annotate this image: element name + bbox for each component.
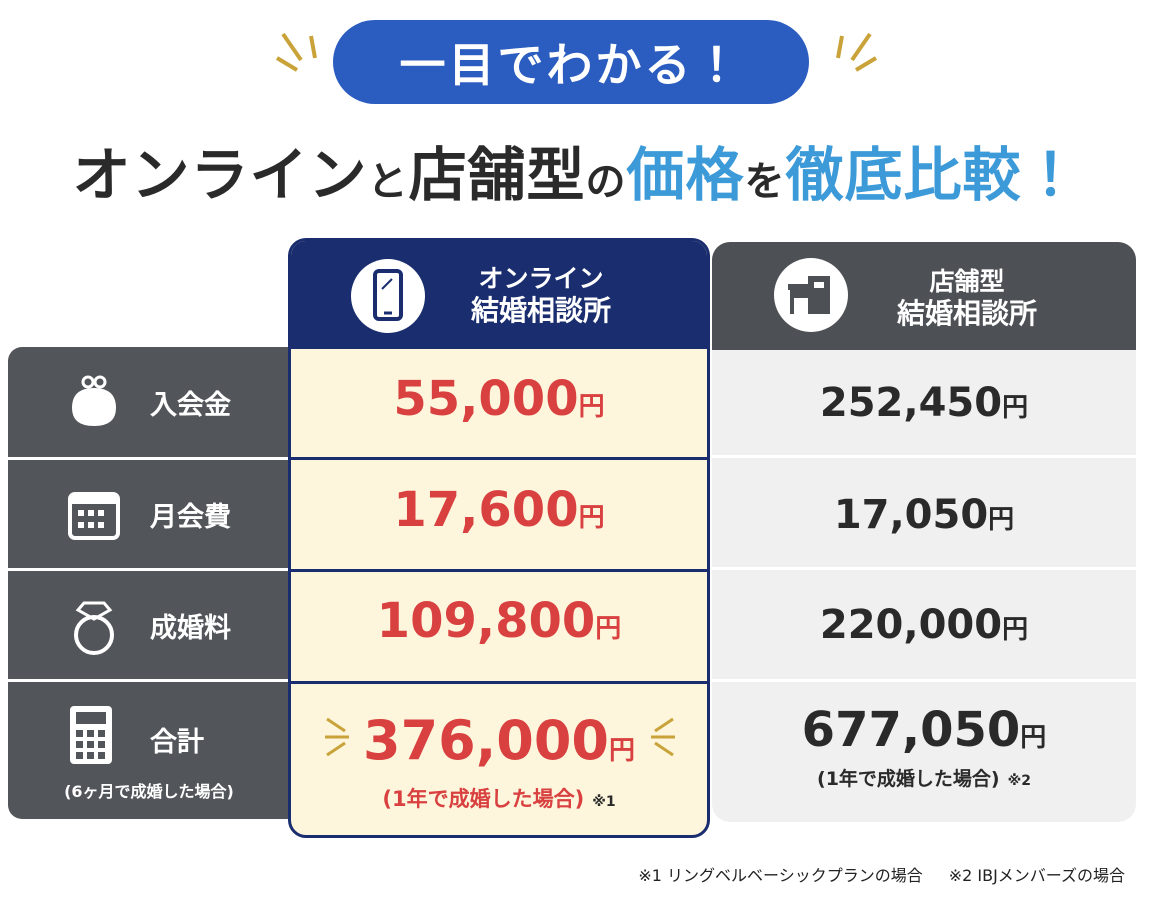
amount: 109,800 <box>376 593 596 649</box>
unit: 円 <box>595 614 622 644</box>
calendar-icon <box>68 492 120 540</box>
row-labels: 入会金 月会費 成婚料 合計 (6ヶ月で成婚した場合) <box>8 347 292 819</box>
separator <box>8 457 290 460</box>
sparkle <box>651 717 675 757</box>
note-cell: (1年で成婚した場合) ※2 <box>712 764 1136 791</box>
separator <box>712 679 1136 682</box>
icon-circle <box>774 258 848 332</box>
separator <box>291 681 707 684</box>
amount: 17,050 <box>833 492 989 538</box>
price-cell: 109,800円 <box>291 593 707 649</box>
purse-icon <box>72 375 116 426</box>
calculator-icon <box>70 706 112 764</box>
separator <box>291 457 707 460</box>
footnotes: ※1 リングベルベーシックプランの場合 ※2 IBJメンバーズの場合 <box>638 862 1125 886</box>
badge: 一目でわかる！ <box>333 20 809 104</box>
unit: 円 <box>578 503 605 533</box>
ring-icon <box>74 601 114 655</box>
header-line: 結婚相談所 <box>896 297 1037 330</box>
separator <box>8 679 290 682</box>
label-text: 成婚料 <box>150 612 231 644</box>
separator <box>291 569 707 572</box>
price-cell: 17,050円 <box>712 492 1136 538</box>
title-part: を <box>744 159 786 205</box>
unit: 円 <box>608 736 635 766</box>
column-header: オンライン 結婚相談所 <box>291 241 707 349</box>
header-line: オンライン <box>478 264 604 293</box>
label-subtext: (6ヶ月で成婚した場合) <box>64 782 234 801</box>
sparkle <box>275 32 317 72</box>
sparkle <box>836 32 878 72</box>
price-cell: 677,050円 <box>712 702 1136 758</box>
row-label: 入会金 <box>8 347 290 457</box>
label-text: 入会金 <box>150 389 231 421</box>
note: (1年で成婚した場合) <box>817 768 1000 790</box>
title-part: 価格 <box>626 141 745 209</box>
header-line: 店舗型 <box>929 267 1005 296</box>
title-part: と <box>367 159 409 205</box>
amount: 55,000 <box>393 371 579 427</box>
price-cell: 55,000円 <box>291 371 707 427</box>
separator <box>712 567 1136 570</box>
row-label: 月会費 <box>8 460 290 568</box>
row-label: 成婚料 <box>8 571 290 679</box>
footnote: ※1 リングベルベーシックプランの場合 <box>638 866 923 885</box>
price-cell: 376,000円 <box>291 709 707 772</box>
footnote: ※2 IBJメンバーズの場合 <box>948 866 1125 885</box>
amount: 17,600 <box>393 482 579 538</box>
header-text: オンライン 結婚相談所 <box>441 263 641 327</box>
column-header: 店舗型 結婚相談所 <box>712 242 1136 350</box>
title-part: 徹底比較！ <box>785 141 1081 209</box>
header-text: 店舗型 結婚相談所 <box>862 266 1072 330</box>
amount: 677,050 <box>801 702 1021 758</box>
header-line: 結婚相談所 <box>470 294 611 327</box>
note-cell: (1年で成婚した場合) ※1 <box>291 783 707 813</box>
amount: 220,000 <box>819 602 1003 648</box>
amount: 376,000 <box>363 709 609 772</box>
unit: 円 <box>1002 615 1029 645</box>
icon-circle <box>351 259 425 333</box>
title: オンラインと店舗型の価格を徹底比較！ <box>0 128 1153 212</box>
unit: 円 <box>1020 723 1047 753</box>
title-part: の <box>585 159 627 205</box>
unit: 円 <box>578 392 605 422</box>
sparkle <box>325 717 349 757</box>
label-text: 合計 <box>150 727 204 758</box>
note: (1年で成婚した場合) <box>382 787 585 811</box>
price-cell: 220,000円 <box>712 602 1136 648</box>
amount: 252,450 <box>819 380 1003 426</box>
separator <box>712 455 1136 458</box>
price-cell: 17,600円 <box>291 482 707 538</box>
phone-icon <box>373 269 403 321</box>
note-mark: ※2 <box>1007 773 1031 789</box>
unit: 円 <box>1002 393 1029 423</box>
separator <box>8 568 290 571</box>
online-column: オンライン 結婚相談所 55,000円 17,600円 109,800円 376,… <box>288 238 710 838</box>
building-icon <box>788 276 830 314</box>
unit: 円 <box>988 505 1015 535</box>
label-text: 月会費 <box>150 501 231 533</box>
title-part: 店舗型 <box>408 141 586 209</box>
store-column: 店舗型 結婚相談所 252,450円 17,050円 220,000円 677,0… <box>712 242 1136 822</box>
note-mark: ※1 <box>592 794 616 810</box>
price-cell: 252,450円 <box>712 380 1136 426</box>
row-label: 合計 (6ヶ月で成婚した場合) <box>8 682 290 819</box>
title-part: オンライン <box>72 141 368 209</box>
